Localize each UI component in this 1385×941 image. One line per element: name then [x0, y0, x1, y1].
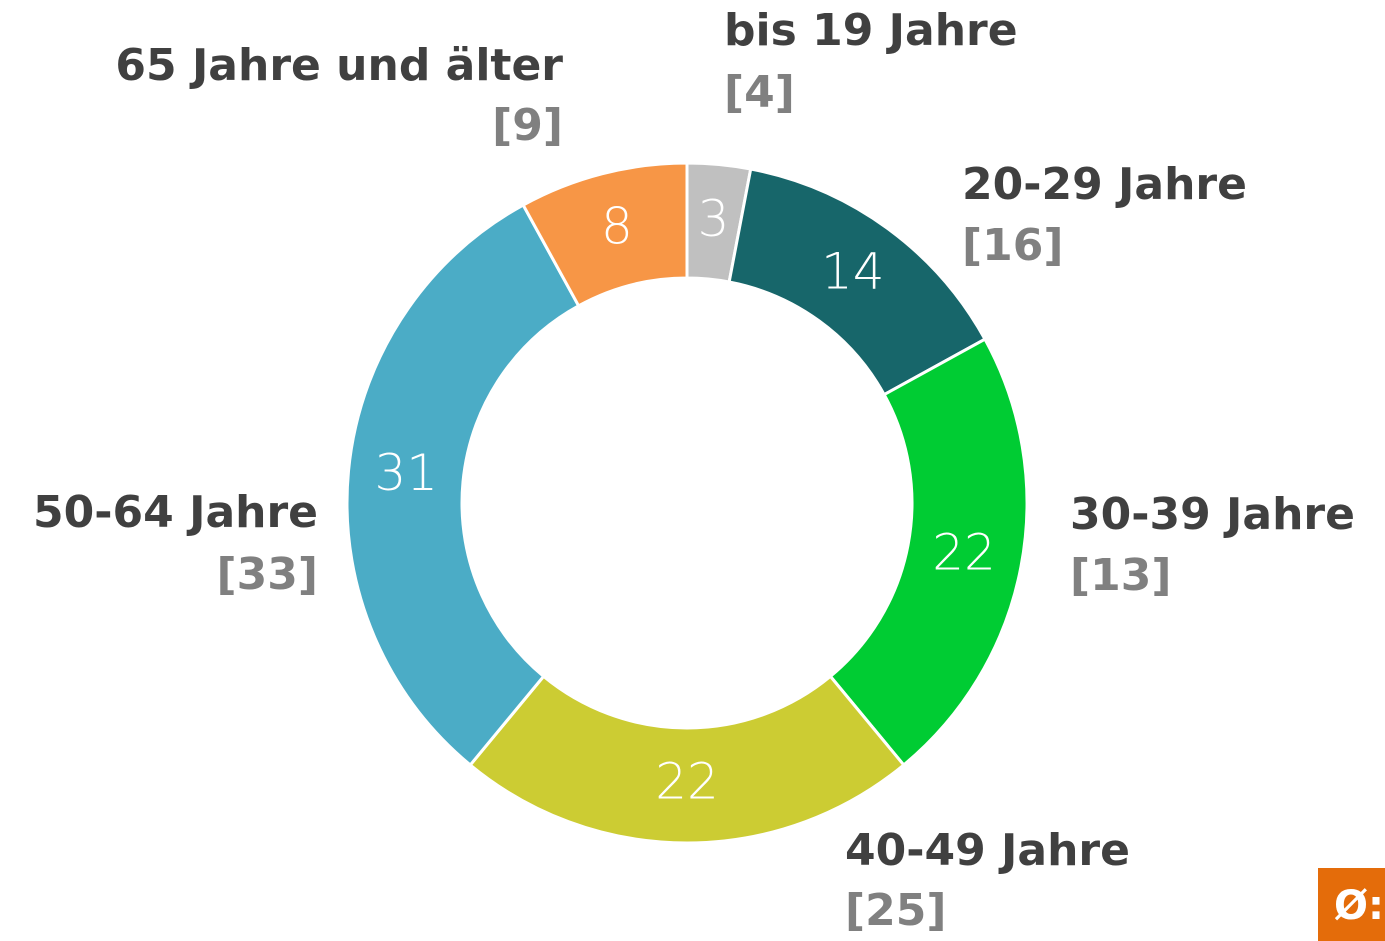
comparison-label: [25] [845, 885, 946, 936]
donut-segment [521, 161, 689, 308]
badge-text: Ø: [1334, 883, 1384, 929]
value-label: 31 [374, 444, 438, 502]
donut-segment [345, 203, 581, 768]
comparison-label: [33] [217, 549, 318, 600]
value-label: 22 [655, 753, 719, 811]
category-label: 20-29 Jahre [962, 159, 1247, 210]
comparison-label: [16] [962, 220, 1063, 271]
category-label: 50-64 Jahre [33, 487, 318, 538]
value-label: 22 [932, 523, 996, 581]
comparison-label: [4] [724, 67, 795, 118]
donut-segment [828, 337, 1029, 768]
badge-box [1318, 868, 1385, 941]
value-label: 14 [821, 242, 885, 300]
category-label: 40-49 Jahre [845, 825, 1130, 876]
donut-segment [468, 674, 906, 845]
value-label: 3 [698, 190, 730, 248]
comparison-label: [13] [1070, 550, 1171, 601]
comparison-label: [9] [492, 100, 563, 151]
category-label: bis 19 Jahre [724, 5, 1018, 56]
value-label: 8 [601, 197, 633, 255]
category-label: 65 Jahre und älter [115, 40, 563, 91]
category-label: 30-39 Jahre [1070, 489, 1355, 540]
